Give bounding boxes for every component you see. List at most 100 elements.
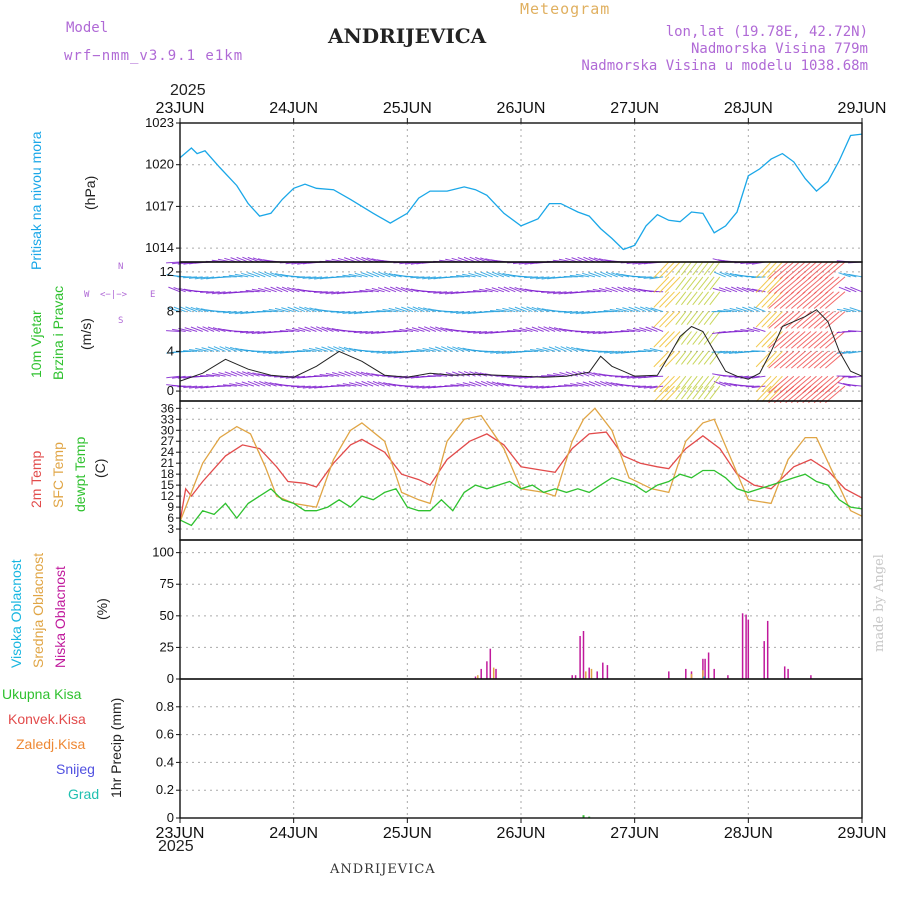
grid-lines — [180, 122, 862, 819]
year-top: 2025 — [170, 82, 206, 99]
wind-barb — [637, 350, 652, 352]
precip-conv-label: Konvek.Kisa — [8, 711, 86, 727]
wind-barb — [565, 371, 578, 377]
y-tick-label: 1020 — [145, 157, 174, 172]
x-tick-label-top: 28JUN — [724, 100, 773, 117]
wind-barb — [837, 382, 851, 387]
wind-barb — [433, 291, 448, 294]
wind-barb — [336, 384, 351, 387]
wind-barb — [740, 329, 755, 332]
wind-barb — [525, 327, 539, 332]
wind-barb — [617, 286, 630, 293]
wind-barb — [200, 291, 215, 293]
wind-barb — [491, 287, 505, 293]
wind-barb — [554, 346, 567, 352]
wind-barb — [308, 347, 323, 352]
wind-barb — [768, 351, 789, 369]
wind-barb — [393, 330, 408, 332]
wind-barb — [748, 306, 760, 313]
wind-barb — [632, 375, 647, 379]
wind-barb — [270, 272, 283, 278]
wind-barb — [258, 287, 272, 293]
wind-barb — [651, 326, 664, 332]
wind-barb — [717, 350, 732, 354]
wind-barb — [653, 311, 670, 328]
wind-barb — [751, 276, 766, 279]
wind-barb — [639, 327, 652, 332]
wind-barb — [802, 351, 823, 369]
wind-barb — [308, 276, 323, 280]
wind-barb — [433, 374, 448, 377]
wind-barb — [172, 375, 186, 379]
wind-barb — [218, 372, 232, 377]
wind-barb — [401, 306, 414, 313]
wind-barb — [709, 261, 721, 276]
wind-barb — [390, 286, 402, 293]
precip-frz-label: Zaledj.Kisa — [16, 736, 86, 752]
wind-barb — [703, 375, 715, 390]
wind-barb — [256, 350, 271, 353]
wind-barb — [819, 311, 840, 329]
wind-barb — [709, 351, 721, 365]
wind-barb — [418, 326, 431, 332]
wind-barb — [768, 331, 789, 349]
y-tick-label: 27 — [161, 434, 175, 448]
wind-barb — [796, 351, 817, 369]
wind-barb — [394, 307, 408, 313]
wind-barb — [188, 276, 203, 279]
y-tick-label: 0.6 — [156, 727, 174, 742]
wind-barb — [653, 385, 670, 403]
wind-barb — [480, 271, 493, 278]
wind-barb — [761, 261, 778, 278]
wind-barb — [745, 385, 760, 388]
wind-barb — [507, 330, 522, 332]
x-tick-label-top: 23JUN — [156, 100, 205, 117]
wind-barb — [675, 351, 687, 365]
y-tick-label: 3 — [167, 522, 174, 536]
wind-barb — [172, 328, 186, 332]
wind-barb — [355, 256, 368, 263]
wind-barb — [400, 287, 414, 293]
wind-barb — [718, 287, 732, 293]
wind-barb — [594, 380, 607, 387]
y-tick-label: 0.2 — [156, 782, 174, 797]
wind-barb — [441, 346, 453, 352]
wind-barb — [253, 271, 266, 278]
wind-barb — [292, 287, 306, 293]
wind-barb — [664, 291, 681, 308]
wind-barb — [219, 346, 232, 352]
wind-barb — [649, 375, 664, 378]
wind-barb — [698, 261, 709, 276]
temp-dewpt-line — [179, 469, 863, 527]
x-tick-label-bottom: 27JUN — [610, 825, 659, 842]
wind-barb — [767, 375, 783, 393]
wind-barb — [609, 308, 624, 313]
x-tick-label-top: 25JUN — [383, 100, 432, 117]
wind-barb — [808, 331, 829, 349]
wind-barb — [543, 326, 556, 332]
wind-barb — [848, 330, 863, 332]
wind-barb — [251, 288, 266, 293]
wind-barb — [779, 375, 800, 394]
wind-barb — [813, 276, 834, 294]
wind-barb — [179, 306, 192, 313]
wind-barb — [259, 271, 272, 278]
wind-barb — [755, 331, 772, 348]
wind-barb — [802, 291, 823, 309]
wind-barb — [724, 272, 738, 278]
wind-barb — [724, 382, 738, 387]
wind-barb — [773, 261, 795, 280]
compass-e: E — [150, 290, 156, 300]
wind-barb — [344, 257, 357, 263]
wind-barb — [344, 371, 357, 377]
wind-barb — [496, 382, 510, 387]
wind-barb — [755, 311, 772, 328]
wind-barb — [558, 291, 573, 295]
wind-barb — [825, 276, 846, 294]
wind-barb — [372, 271, 385, 278]
wind-barb — [299, 306, 311, 313]
wind-barb — [241, 381, 255, 387]
wind-barb — [388, 307, 402, 313]
wind-barb — [728, 375, 743, 378]
wind-barb — [270, 286, 283, 293]
